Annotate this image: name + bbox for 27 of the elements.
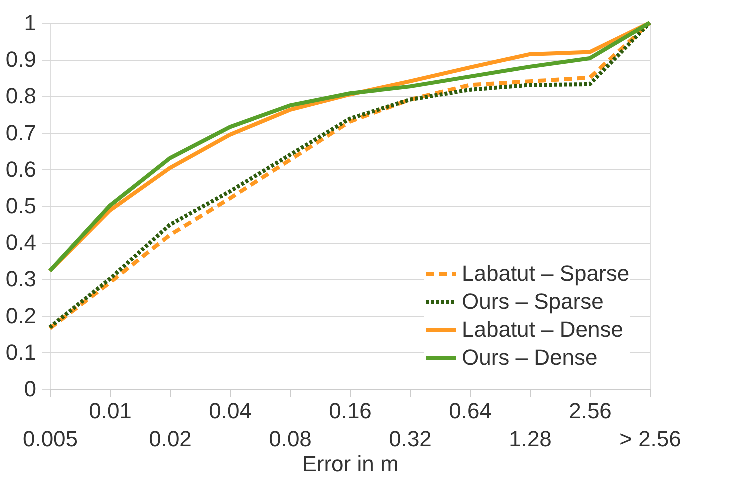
x-tick-label: 0.01: [89, 398, 132, 424]
y-tick-label: 0.6: [6, 156, 36, 182]
x-tick-label: 0.16: [329, 398, 372, 424]
x-tick-label: 2.56: [569, 398, 612, 424]
y-tick-label: 0.2: [6, 303, 36, 328]
y-tick-label: 0.7: [6, 120, 36, 146]
legend-label: Labatut – Dense: [462, 317, 624, 342]
y-tick-label: 0: [24, 376, 36, 402]
legend-label: Ours – Dense: [462, 345, 598, 370]
y-tick-label: 0.9: [6, 47, 36, 72]
x-tick-label: 0.64: [449, 398, 492, 424]
y-tick-label: 0.4: [6, 230, 36, 256]
y-tick-label: 1: [24, 10, 36, 36]
x-tick-label: 1.28: [509, 426, 552, 452]
y-tick-label: 0.3: [6, 266, 36, 292]
y-tick-label: 0.5: [6, 194, 36, 218]
x-tick-label: 0.32: [389, 426, 432, 452]
x-tick-label: 0.04: [209, 398, 252, 424]
x-tick-label: 0.08: [269, 426, 312, 452]
y-tick-label: 0.1: [6, 340, 36, 365]
legend-label: Ours – Sparse: [462, 289, 604, 314]
legend-label: Labatut – Sparse: [462, 261, 630, 286]
x-tick-label: 0.02: [149, 426, 192, 452]
x-axis-title: Error in m: [302, 452, 399, 476]
y-tick-label: 0.8: [6, 84, 36, 109]
x-tick-label: > 2.56: [620, 426, 682, 452]
x-tick-label: 0.005: [22, 426, 78, 452]
